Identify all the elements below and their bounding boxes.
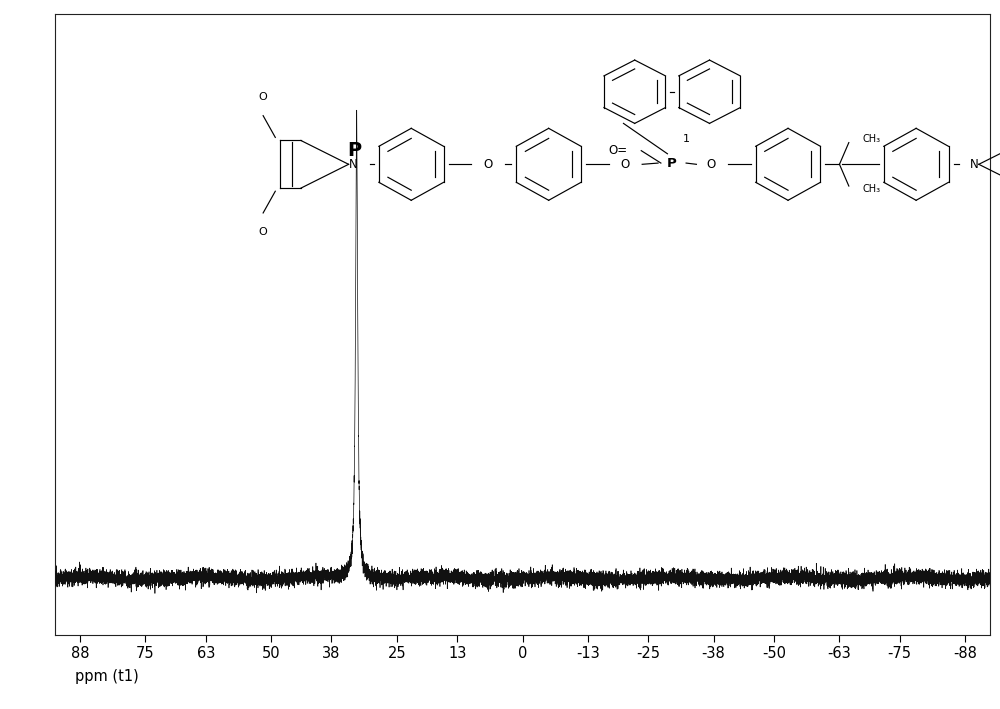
- Text: CH₃: CH₃: [863, 184, 881, 194]
- Text: O: O: [259, 227, 268, 237]
- Text: CH₃: CH₃: [863, 135, 881, 145]
- Text: P: P: [667, 157, 677, 169]
- Text: 1: 1: [683, 135, 690, 145]
- Text: O: O: [483, 158, 493, 171]
- Text: N: N: [349, 158, 358, 171]
- X-axis label: ppm (t1): ppm (t1): [75, 669, 138, 683]
- Text: O: O: [259, 92, 268, 102]
- Text: O=: O=: [608, 144, 627, 157]
- Text: O: O: [621, 158, 630, 171]
- Text: P: P: [348, 141, 362, 160]
- Text: O: O: [707, 158, 716, 171]
- Text: N: N: [970, 158, 978, 171]
